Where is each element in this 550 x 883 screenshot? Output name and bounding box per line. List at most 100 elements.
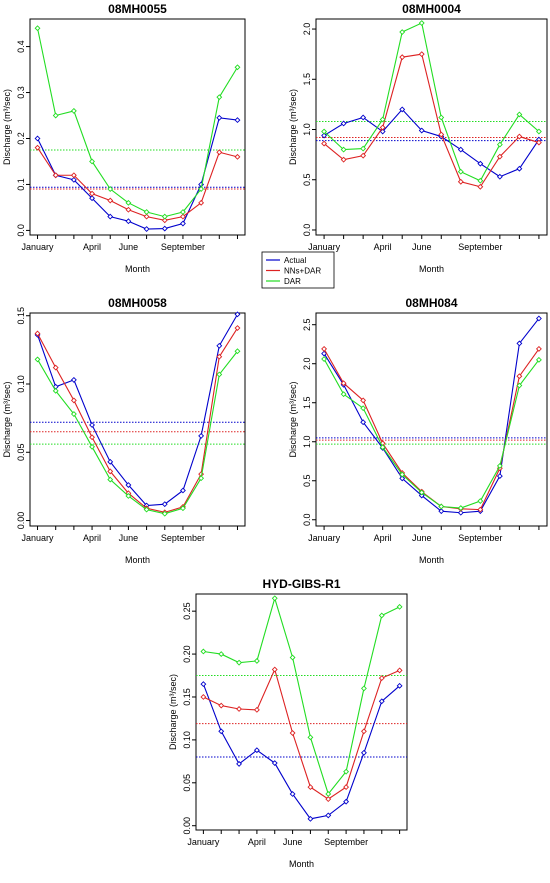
y-tick-label: 0.5 xyxy=(302,173,312,186)
data-point xyxy=(477,498,484,504)
data-point xyxy=(378,698,385,705)
data-point xyxy=(360,397,367,404)
x-tick-label: June xyxy=(119,533,139,543)
data-point xyxy=(271,760,278,766)
data-point xyxy=(125,493,132,499)
data-point xyxy=(234,117,241,124)
data-point xyxy=(399,54,406,61)
data-point xyxy=(457,168,464,175)
x-tick-label: April xyxy=(248,837,266,847)
y-tick-label: 0.1 xyxy=(16,178,26,191)
panel-title: 08MH084 xyxy=(405,296,457,310)
data-point xyxy=(418,51,425,58)
data-point xyxy=(418,492,425,499)
data-point xyxy=(343,784,350,791)
y-axis-label: Discharge (m³/sec) xyxy=(288,89,298,165)
data-point xyxy=(271,595,278,602)
data-point xyxy=(496,462,503,469)
data-point xyxy=(34,144,41,151)
x-axis-label: Month xyxy=(419,555,444,565)
series-line xyxy=(36,28,238,218)
y-tick-label: 0.25 xyxy=(182,602,192,620)
data-point xyxy=(516,382,523,389)
legend-label: Actual xyxy=(284,256,306,265)
data-point xyxy=(52,172,59,179)
data-point xyxy=(89,434,95,441)
data-point xyxy=(161,510,168,517)
y-tick-label: 0.0 xyxy=(302,224,312,237)
data-point xyxy=(535,345,542,352)
data-point xyxy=(396,682,403,689)
data-point xyxy=(438,131,445,138)
series-line xyxy=(323,108,540,178)
series-line xyxy=(203,596,400,796)
data-point xyxy=(253,747,260,754)
y-tick-label: 0.05 xyxy=(16,444,26,462)
data-point xyxy=(418,127,425,134)
data-point xyxy=(516,111,523,118)
data-point xyxy=(89,422,95,428)
data-point xyxy=(216,114,223,121)
x-tick-label: April xyxy=(374,242,392,252)
data-point xyxy=(70,172,77,179)
data-point xyxy=(89,195,95,202)
data-point xyxy=(236,760,242,767)
y-axis-label: Discharge (m³/sec) xyxy=(288,381,298,457)
series-line xyxy=(37,350,238,515)
data-point xyxy=(180,220,186,227)
data-point xyxy=(438,114,445,121)
data-point xyxy=(516,133,523,140)
y-axis-label: Discharge (m³/sec) xyxy=(2,89,12,165)
y-tick-label: 2.0 xyxy=(302,23,312,36)
x-tick-label: September xyxy=(161,242,205,252)
x-axis-label: Month xyxy=(419,264,444,274)
x-tick-label: June xyxy=(412,533,432,543)
data-point xyxy=(34,25,41,32)
data-point xyxy=(107,476,114,483)
data-point xyxy=(378,612,385,619)
data-point xyxy=(457,178,464,185)
x-tick-label: April xyxy=(83,533,101,543)
data-point xyxy=(70,176,77,183)
data-point xyxy=(325,791,332,797)
x-tick-label: January xyxy=(308,533,341,543)
data-point xyxy=(360,405,367,412)
panel-4: 08MH084 0.0 0.5 1.0 1.5 2.0 2.5 January April Jun… xyxy=(288,296,548,565)
data-point xyxy=(307,784,314,791)
x-tick-label: April xyxy=(83,242,101,252)
x-tick-label: January xyxy=(22,242,55,252)
data-point xyxy=(321,132,328,139)
y-tick-label: 0.00 xyxy=(16,512,26,530)
data-point xyxy=(535,315,542,322)
data-point xyxy=(321,350,328,357)
series-line xyxy=(37,314,238,507)
legend-label: DAR xyxy=(284,277,301,286)
x-tick-label: September xyxy=(324,837,368,847)
y-tick-label: 2.5 xyxy=(302,318,312,331)
series-line xyxy=(323,318,540,514)
data-point xyxy=(70,397,77,404)
data-point xyxy=(438,503,445,510)
data-point xyxy=(198,199,205,206)
series-line xyxy=(202,683,400,820)
data-point xyxy=(180,213,186,220)
data-point xyxy=(271,666,278,673)
x-axis-label: Month xyxy=(125,264,150,274)
data-point xyxy=(379,116,386,123)
data-point xyxy=(198,432,205,439)
data-point xyxy=(399,29,406,35)
data-point xyxy=(496,141,503,148)
data-point xyxy=(396,667,403,674)
data-point xyxy=(107,213,114,220)
data-point xyxy=(360,145,367,152)
plot-frame xyxy=(29,18,246,236)
data-point xyxy=(107,186,114,192)
data-point xyxy=(236,659,242,666)
data-point xyxy=(496,473,503,480)
data-point xyxy=(307,734,314,741)
data-point xyxy=(496,173,503,180)
data-point xyxy=(143,209,150,215)
data-point xyxy=(325,796,332,803)
data-point xyxy=(340,391,347,398)
